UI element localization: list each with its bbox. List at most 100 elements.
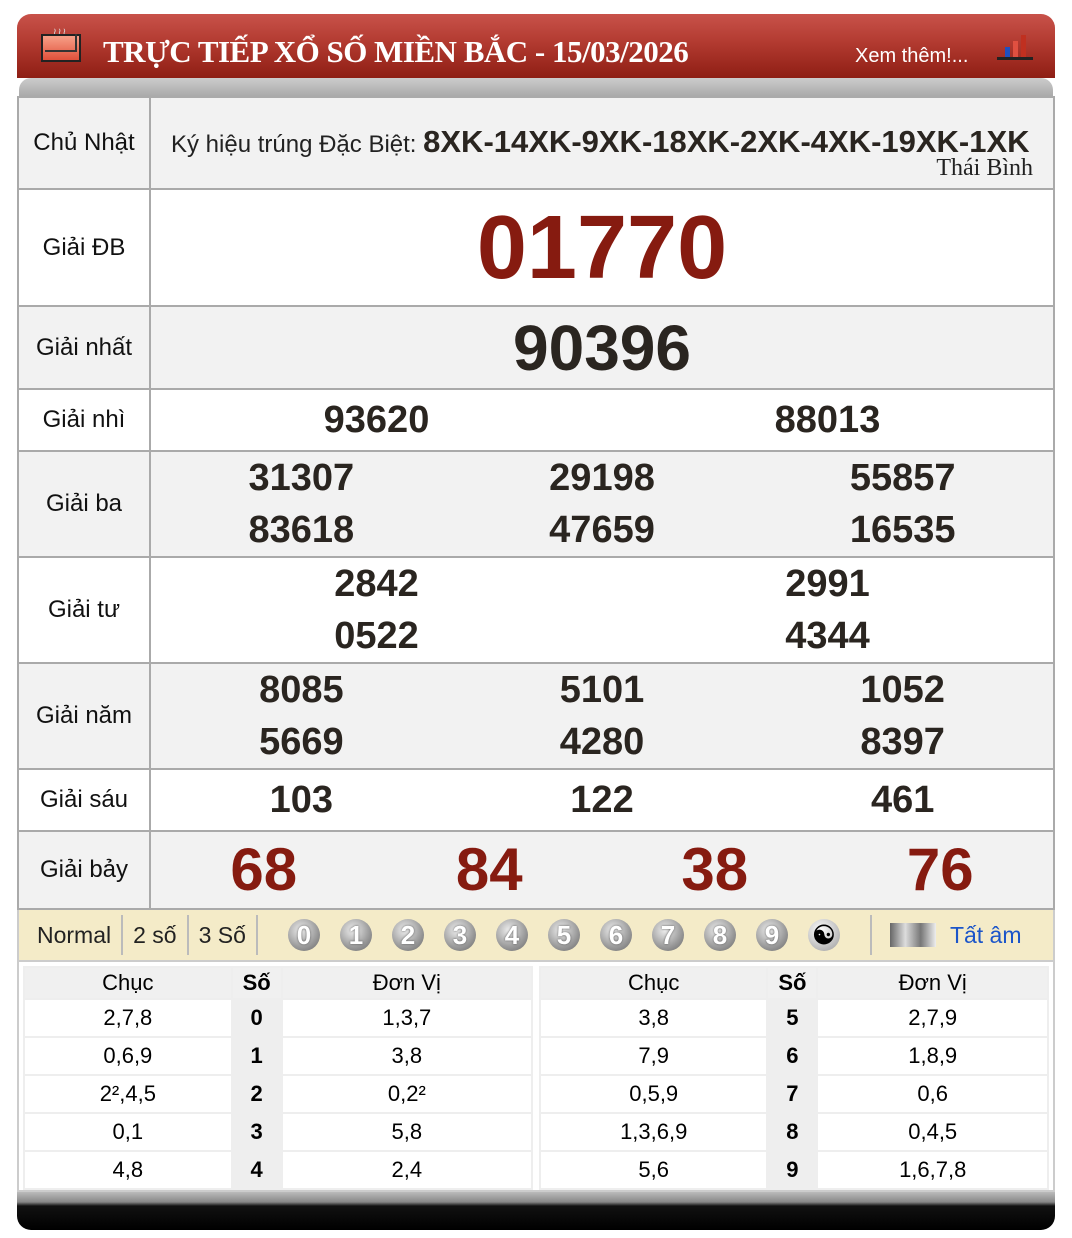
lottery-result-box: ≀≀≀ TRỰC TIẾP XỔ SỐ MIỀN BẮC - 15/03/202… bbox=[17, 14, 1055, 1230]
digit-ball-2[interactable]: 2 bbox=[391, 919, 424, 951]
loto-cell: 3 bbox=[230, 1112, 283, 1152]
loto-row: 0,5,9 7 0,6 bbox=[538, 1074, 1049, 1114]
loto-row: 7,9 6 1,8,9 bbox=[538, 1036, 1049, 1076]
loto-cell: 5,6 bbox=[538, 1150, 769, 1190]
loto-cell: 2,7,9 bbox=[816, 998, 1049, 1038]
loto-header: Số bbox=[766, 966, 819, 1000]
loto-cell: 0,5,9 bbox=[538, 1074, 769, 1114]
loto-cell: 0,6,9 bbox=[23, 1036, 233, 1076]
loto-cell: 3,8 bbox=[538, 998, 769, 1038]
see-more-link[interactable]: Xem thêm!... bbox=[855, 45, 969, 67]
footer-bar bbox=[17, 1192, 1055, 1230]
prize-number: 47659 bbox=[549, 509, 655, 551]
header-strip bbox=[19, 78, 1053, 96]
prize-row: Giải tư 2842 2991 0522 4344 bbox=[17, 556, 1055, 664]
prize-number: 122 bbox=[570, 779, 634, 821]
prize-number: 38 bbox=[681, 836, 749, 903]
prize-label: Giải ba bbox=[17, 450, 151, 558]
loto-cell: 0,4,5 bbox=[816, 1112, 1049, 1152]
loto-cell: 1,3,7 bbox=[280, 998, 534, 1038]
loto-cell: 5 bbox=[766, 998, 819, 1038]
loto-cell: 1,3,6,9 bbox=[538, 1112, 769, 1152]
mode-normal[interactable]: Normal bbox=[37, 921, 112, 948]
prize-number: 5669 bbox=[259, 721, 344, 763]
loto-header: Đơn Vị bbox=[816, 966, 1049, 1000]
prize-number: 4280 bbox=[559, 721, 645, 763]
digit-ball-7[interactable]: 7 bbox=[651, 919, 684, 951]
digit-ball-5[interactable]: 5 bbox=[547, 919, 580, 951]
prize-label: Giải bảy bbox=[17, 830, 151, 910]
results-table: Chủ Nhật Ký hiệu trúng Đặc Biệt: 8XK-14X… bbox=[17, 96, 1055, 910]
prize-row: Giải sáu 103 122 461 bbox=[17, 768, 1055, 832]
loto-row: 5,6 9 1,6,7,8 bbox=[538, 1150, 1049, 1190]
loto-cell: 6 bbox=[766, 1036, 819, 1076]
prize-number: 55857 bbox=[849, 457, 956, 499]
loto-cell: 9 bbox=[766, 1150, 819, 1190]
loto-cell: 1,8,9 bbox=[816, 1036, 1049, 1076]
prize-number: 103 bbox=[269, 779, 334, 821]
prize-number: 31307 bbox=[248, 457, 355, 499]
loto-cell: 0,2² bbox=[280, 1074, 534, 1114]
digit-ball-4[interactable]: 4 bbox=[495, 919, 528, 951]
loto-cell: 2²,4,5 bbox=[23, 1074, 233, 1114]
loto-row: 2²,4,5 2 0,2² bbox=[23, 1074, 534, 1114]
prize-row: Giải bảy 68 84 38 76 bbox=[17, 830, 1055, 910]
prize-number: 2842 bbox=[334, 563, 419, 605]
symbol-label: Ký hiệu trúng Đặc Biệt: bbox=[171, 130, 417, 158]
prize-label: Giải nhì bbox=[17, 388, 151, 452]
sound-icon[interactable] bbox=[889, 923, 936, 947]
loto-cell: 3,8 bbox=[280, 1036, 534, 1076]
mode-2-so[interactable]: 2 số bbox=[133, 921, 177, 948]
prize-number: 16535 bbox=[849, 509, 956, 551]
prize-label: Giải nhất bbox=[17, 305, 151, 390]
loto-cell: 2,7,8 bbox=[23, 998, 233, 1038]
prize-number: 8397 bbox=[860, 721, 945, 763]
yin-yang-icon[interactable]: ☯ bbox=[807, 919, 840, 951]
prize-number: 5101 bbox=[559, 669, 645, 711]
prize-number: 83618 bbox=[248, 509, 355, 551]
loto-header: Chục bbox=[538, 966, 769, 1000]
mode-3-so[interactable]: 3 Số bbox=[198, 921, 246, 948]
prize-number: 76 bbox=[906, 836, 974, 903]
loto-cell: 0,6 bbox=[816, 1074, 1049, 1114]
symbol-codes: 8XK-14XK-9XK-18XK-2XK-4XK-19XK-1XK bbox=[423, 123, 1030, 159]
page-title: TRỰC TIẾP XỔ SỐ MIỀN BẮC - 15/03/2026 bbox=[103, 34, 689, 69]
mail-icon bbox=[41, 34, 81, 62]
loto-cell: 7,9 bbox=[538, 1036, 769, 1076]
loto-row: 1,3,6,9 8 0,4,5 bbox=[538, 1112, 1049, 1152]
loto-cell: 8 bbox=[766, 1112, 819, 1152]
loto-cell: 5,8 bbox=[280, 1112, 534, 1152]
digit-ball-0[interactable]: 0 bbox=[287, 919, 320, 951]
digit-ball-8[interactable]: 8 bbox=[703, 919, 736, 951]
prize-number: 84 bbox=[455, 836, 523, 903]
chart-icon[interactable] bbox=[997, 35, 1033, 60]
prize-label: Giải ĐB bbox=[17, 188, 151, 307]
loto-row: 0,1 3 5,8 bbox=[23, 1112, 534, 1152]
prize-number: 68 bbox=[230, 836, 298, 903]
loto-tables: Chục Số Đơn Vị 2,7,8 0 1,3,7 0,6,9 1 3,8 2²,4,5 2 0… bbox=[17, 962, 1055, 1192]
digit-ball-9[interactable]: 9 bbox=[755, 919, 788, 951]
loto-cell: 2,4 bbox=[280, 1150, 534, 1190]
province: Thái Bình bbox=[936, 155, 1033, 181]
prize-number: 4344 bbox=[785, 615, 870, 657]
prize-number: 8085 bbox=[259, 669, 344, 711]
loto-cell: 4 bbox=[230, 1150, 283, 1190]
prize-label: Giải năm bbox=[17, 662, 151, 770]
digit-ball-6[interactable]: 6 bbox=[599, 919, 632, 951]
loto-cell: 2 bbox=[230, 1074, 283, 1114]
prize-row: Giải nhì 93620 88013 bbox=[17, 388, 1055, 452]
loto-header: Đơn Vị bbox=[280, 966, 534, 1000]
loto-header: Chục bbox=[23, 966, 233, 1000]
prize-number: 90396 bbox=[513, 311, 691, 384]
prize-number: 93620 bbox=[323, 399, 430, 441]
digit-ball-1[interactable]: 1 bbox=[339, 919, 372, 951]
prize-row: Giải ba 31307 29198 55857 83618 47659 16535 bbox=[17, 450, 1055, 558]
mute-all-link[interactable]: Tất âm bbox=[949, 921, 1022, 948]
digit-ball-3[interactable]: 3 bbox=[443, 919, 476, 951]
loto-row: 3,8 5 2,7,9 bbox=[538, 998, 1049, 1038]
loto-cell: 0 bbox=[230, 998, 283, 1038]
loto-row: 4,8 4 2,4 bbox=[23, 1150, 534, 1190]
prize-label: Giải sáu bbox=[17, 768, 151, 832]
prize-number: 29198 bbox=[549, 457, 655, 499]
loto-cell: 1,6,7,8 bbox=[816, 1150, 1049, 1190]
